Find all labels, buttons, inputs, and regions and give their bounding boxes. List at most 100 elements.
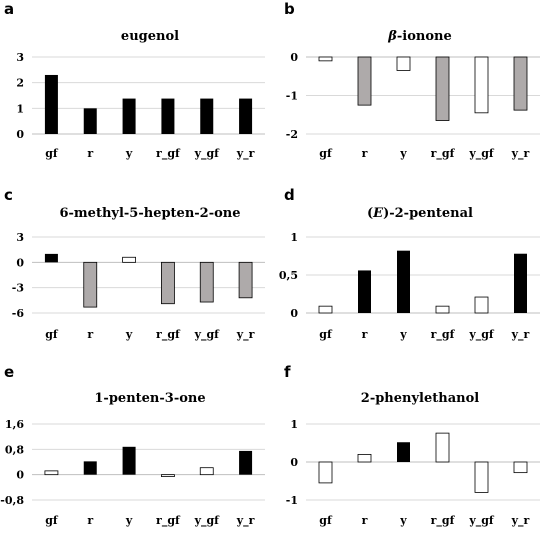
x-tick-label: r bbox=[87, 147, 93, 160]
y-tick-label: 0 bbox=[16, 128, 24, 141]
chart-title: eugenol bbox=[121, 29, 179, 44]
bar-y-gf bbox=[474, 461, 489, 493]
panel-letter: b bbox=[284, 0, 295, 18]
panel-letter: f bbox=[284, 363, 291, 381]
bar-gf bbox=[318, 461, 333, 484]
bar-gf bbox=[44, 470, 59, 476]
x-tick-label: y bbox=[125, 147, 133, 160]
y-tick-label: 1 bbox=[16, 102, 24, 115]
y-tick-label: 0 bbox=[290, 51, 298, 64]
panel-letter: c bbox=[4, 186, 13, 204]
bar-y-r bbox=[239, 98, 253, 134]
bar-y-gf bbox=[199, 467, 214, 476]
y-tick-label: 1 bbox=[290, 418, 298, 431]
bar-r bbox=[83, 108, 97, 134]
bar-r-gf bbox=[435, 432, 450, 463]
chart-panel-e: e 1-penten-3-one -0,8 0 0,8 1,6 gf r y r_gf y_gf y_… bbox=[0, 363, 265, 528]
bar-y-r bbox=[514, 253, 527, 313]
x-tick-label: r bbox=[87, 514, 93, 527]
chart-title: 6-methyl-5-hepten-2-one bbox=[59, 206, 240, 221]
bar-gf bbox=[318, 56, 333, 62]
x-tick-label: y bbox=[399, 328, 407, 341]
chart-panel-c: c 6-methyl-5-hepten-2-one -6 -3 0 3 gf r y r_gf y_… bbox=[4, 186, 265, 342]
chart-panel-d: d (E)-2-pentenal 0 0,5 1 gf r y r_gf y_gf y_r bbox=[279, 186, 540, 342]
bar-r bbox=[357, 56, 372, 106]
bar-y bbox=[122, 98, 136, 134]
y-tick-label: 0 bbox=[16, 469, 24, 482]
bar-gf bbox=[44, 253, 58, 263]
y-tick-label: -0,8 bbox=[0, 494, 24, 507]
x-tick-label: y_gf bbox=[468, 147, 495, 161]
x-tick-label: gf bbox=[319, 514, 333, 527]
x-tick-label: r bbox=[362, 514, 368, 527]
chart-title: 2-phenylethanol bbox=[361, 391, 479, 406]
bar-y bbox=[396, 56, 411, 71]
x-tick-label: r_gf bbox=[431, 147, 456, 161]
y-tick-label: 0 bbox=[290, 456, 298, 469]
x-tick-label: y_gf bbox=[194, 147, 221, 161]
y-tick-label: 1,6 bbox=[5, 418, 24, 431]
x-tick-label: y_gf bbox=[194, 328, 221, 342]
x-tick-label: y bbox=[399, 514, 407, 527]
bar-gf bbox=[318, 305, 333, 314]
chart-panel-f: f 2-phenylethanol -1 0 1 gf r y r_gf y_gf y_r bbox=[284, 363, 540, 528]
y-tick-label: 2 bbox=[16, 77, 24, 90]
x-tick-label: r_gf bbox=[156, 147, 181, 161]
bar-y-r bbox=[513, 461, 528, 474]
x-tick-label: r bbox=[362, 328, 368, 341]
y-tick-label: 3 bbox=[16, 51, 24, 64]
x-tick-label: y_gf bbox=[194, 514, 221, 528]
y-tick-label: 3 bbox=[16, 231, 24, 244]
bar-r-gf bbox=[161, 474, 175, 477]
chart-title: (E)-2-pentenal bbox=[367, 206, 473, 221]
y-tick-label: 0,5 bbox=[279, 269, 298, 282]
x-tick-label: r bbox=[87, 328, 93, 341]
bar-y bbox=[122, 446, 136, 475]
x-tick-label: y bbox=[399, 147, 407, 160]
panel-letter: e bbox=[4, 363, 14, 381]
x-tick-label: r_gf bbox=[431, 328, 456, 342]
chart-panel-a: a eugenol 0 1 2 3 gf r y r_gf y_gf y_r bbox=[4, 0, 265, 161]
bar-y-r bbox=[513, 56, 528, 111]
x-tick-label: y bbox=[125, 328, 133, 341]
bar-gf bbox=[44, 74, 58, 134]
y-tick-label: -1 bbox=[286, 494, 298, 507]
panel-letter: a bbox=[4, 0, 14, 18]
bar-y bbox=[397, 250, 410, 313]
bar-y-gf bbox=[474, 56, 489, 114]
x-tick-label: gf bbox=[45, 328, 59, 341]
x-tick-label: r bbox=[362, 147, 368, 160]
x-tick-label: r_gf bbox=[156, 514, 181, 528]
y-tick-label: 0 bbox=[16, 256, 24, 269]
bar-r bbox=[358, 270, 371, 313]
x-tick-label: y_gf bbox=[468, 328, 495, 342]
x-tick-label: gf bbox=[319, 328, 333, 341]
x-tick-label: gf bbox=[319, 147, 333, 160]
bar-y bbox=[397, 442, 410, 462]
chart-title: β-ionone bbox=[387, 29, 452, 44]
y-tick-label: -6 bbox=[12, 307, 25, 320]
bar-y bbox=[122, 256, 136, 263]
bar-r-gf bbox=[435, 305, 450, 314]
y-tick-label: 0 bbox=[290, 307, 298, 320]
x-tick-label: y_r bbox=[236, 147, 255, 161]
x-tick-label: gf bbox=[45, 514, 59, 527]
x-tick-label: y bbox=[125, 514, 133, 527]
x-tick-label: gf bbox=[45, 147, 59, 160]
y-tick-label: 0,8 bbox=[5, 443, 24, 456]
x-tick-label: r_gf bbox=[156, 328, 181, 342]
bar-y-gf bbox=[199, 261, 214, 303]
bar-y-gf bbox=[200, 98, 214, 134]
bar-y-r bbox=[239, 450, 253, 475]
x-tick-label: y_gf bbox=[468, 514, 495, 528]
chart-panel-b: b β-ionone -2 -1 0 gf r y r_gf y_gf y_r bbox=[284, 0, 540, 161]
x-tick-label: y_r bbox=[236, 328, 255, 342]
bar-r bbox=[83, 261, 98, 308]
y-tick-label: -2 bbox=[286, 128, 298, 141]
panel-letter: d bbox=[284, 186, 295, 204]
bar-y-r bbox=[238, 261, 253, 299]
bar-r-gf bbox=[435, 56, 450, 121]
x-tick-label: y_r bbox=[511, 514, 530, 528]
bar-r-gf bbox=[161, 261, 175, 305]
